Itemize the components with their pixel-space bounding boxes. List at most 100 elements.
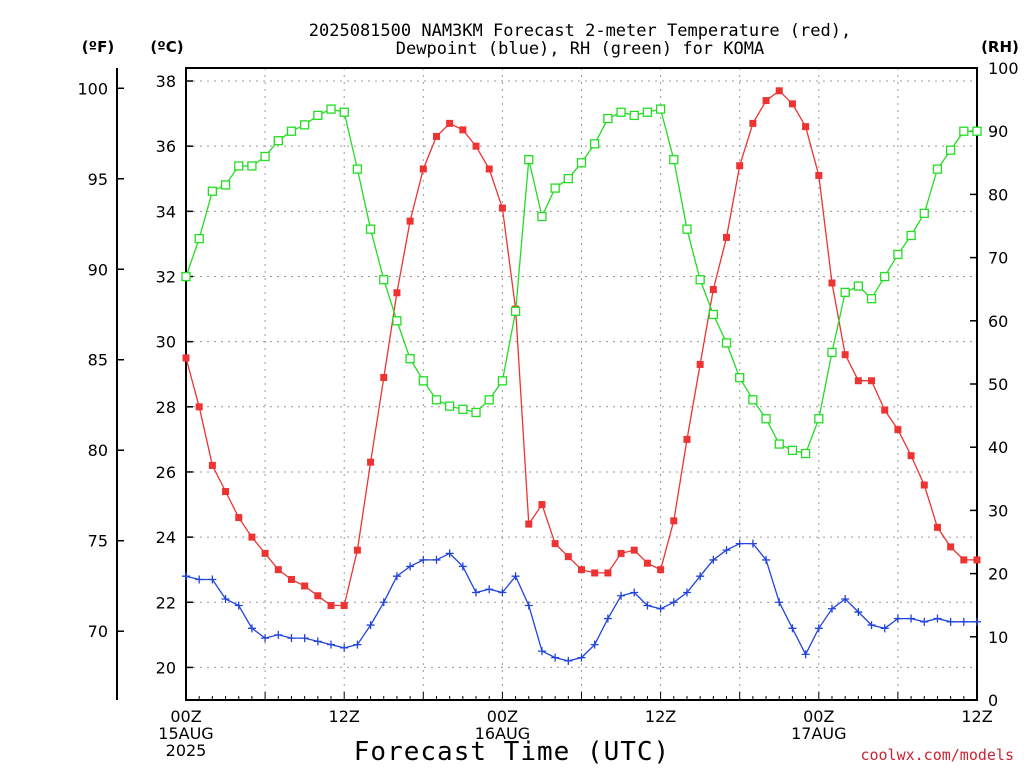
rh-point [919,208,929,219]
temperature-point [406,217,414,225]
rh-point [260,151,270,162]
x-tick-label: 12Z [329,707,360,726]
temperature-point [775,87,783,95]
chart-title-line-1: 2025081500 NAM3KM Forecast 2-meter Tempe… [309,21,851,41]
dewpoint-point [748,539,757,548]
temperature-point [564,553,572,561]
dewpoint-point [287,634,296,643]
temperature-point [868,377,876,385]
temperature-point [643,559,651,567]
fahrenheit-tick-label: 70 [88,622,108,641]
dewpoint-point [682,588,691,597]
rh-point [339,107,349,117]
rh-point [445,401,455,411]
dewpoint-point [669,598,678,607]
dewpoint-point [762,555,771,564]
x-tick-label: 12Z [961,707,992,726]
temperature-point [301,582,309,590]
rh-point [194,233,204,244]
dewpoint-point [973,617,981,626]
celsius-unit-label: (ºC) [150,38,183,56]
dewpoint-point [880,624,889,633]
dewpoint-point [920,617,929,626]
x-tick-label: 00Z [803,707,834,726]
dewpoint-point [366,621,375,630]
celsius-tick-label: 24 [156,528,176,547]
dewpoint-point [247,624,256,633]
temperature-point [920,481,928,489]
rh-point [721,338,732,348]
dewpoint-point [300,634,309,643]
rh-point [972,126,982,136]
temperature-point [578,566,585,574]
temperature-point [551,540,559,548]
temperature-point [367,458,375,466]
rh-point [590,139,600,149]
temperature-point [657,566,665,574]
temperature-point [235,514,243,522]
temperature-point [182,354,190,362]
temperature-point [973,556,981,564]
rh-point [787,445,798,456]
temperature-point [802,123,810,131]
dewpoint-point [709,555,718,564]
temperature-point [788,100,796,108]
dewpoint-point [801,650,810,659]
rh-point [893,249,903,260]
temperature-point [617,549,625,557]
temperature-point [340,602,348,610]
rh-point [629,110,639,121]
dewpoint-point [907,614,916,623]
dewpoint-point [208,575,217,584]
x-tick-label: 00Z [487,707,518,726]
dewpoint-point [590,640,599,649]
rh-point [800,448,811,459]
temperature-point [591,569,599,577]
temperature-point [736,162,744,170]
x-tick-label: 17AUG [791,724,846,743]
dewpoint-point [537,647,546,656]
temperature-point [472,142,480,150]
rh-point [761,414,771,424]
rh-point [484,395,494,405]
rh-point [866,294,877,304]
dewpoint-point [893,614,902,623]
dewpoint-point [221,595,230,604]
temperature-point [828,279,836,287]
rh-point [247,161,257,171]
fahrenheit-tick-label: 95 [88,170,108,189]
rh-point [537,211,547,222]
dewpoint-point [392,572,401,581]
rh-point [299,120,310,130]
rh-point [365,224,376,234]
rh-point [563,173,573,184]
temperature-point [261,549,269,557]
celsius-tick-label: 28 [156,398,176,417]
temperature-point [960,556,968,564]
rh-tick-label: 50 [988,375,1008,394]
temperature-point [380,373,388,381]
temperature-point [854,377,862,385]
dewpoint-point [946,617,955,626]
grid [186,68,977,700]
series-dewpoint [182,539,981,665]
temperature-point [314,592,322,600]
dewpoint-point [854,608,863,617]
dewpoint-point [498,588,507,597]
temperature-point [762,97,770,105]
temperature-point [723,233,731,241]
x-tick-label: 15AUG [158,724,213,743]
dewpoint-point [814,624,823,633]
dewpoint-point [735,539,744,548]
celsius-tick-label: 30 [156,333,176,352]
temperature-point [670,517,678,525]
rh-point [642,107,653,117]
celsius-tick-label: 34 [156,202,176,221]
temperature-point [525,520,533,528]
dewpoint-point [841,595,850,604]
temperature-point [432,132,440,140]
dewpoint-point [340,643,349,652]
temperature-point [604,569,612,577]
temperature-point [538,501,546,509]
dewpoint-point [630,588,639,597]
